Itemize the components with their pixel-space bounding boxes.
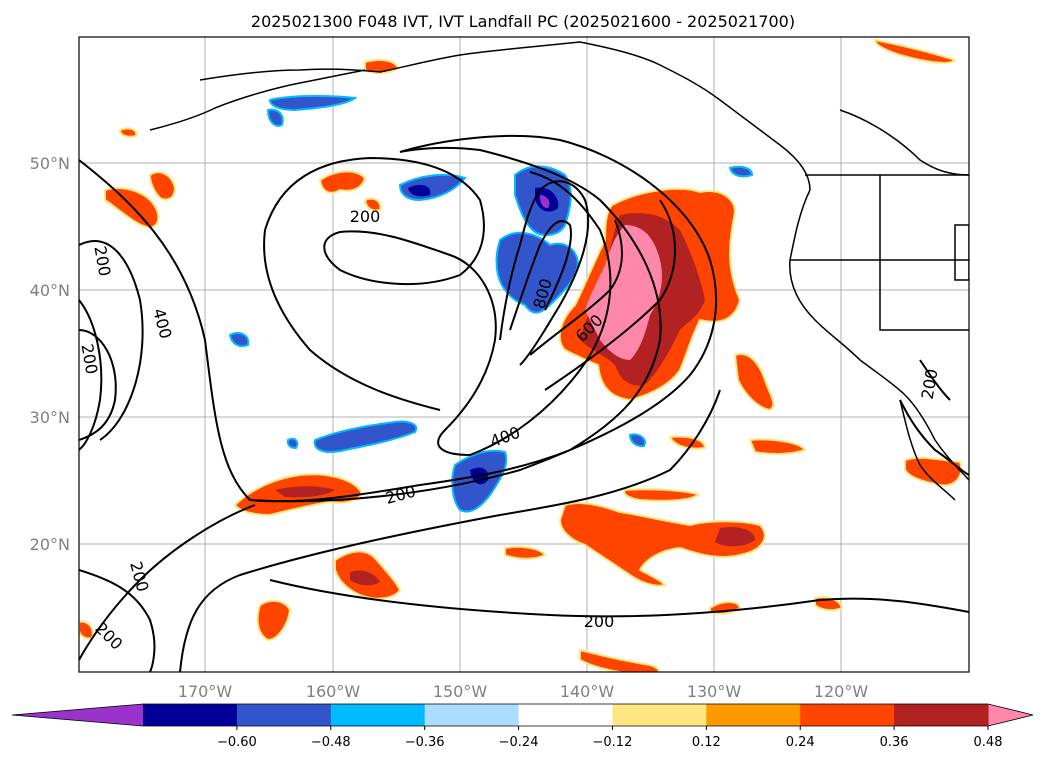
lon-tick-label: 130°W	[687, 682, 742, 701]
colorbar-segment	[800, 704, 895, 726]
lat-tick-label: 50°N	[30, 154, 70, 173]
colorbar-tick-label: −0.60	[217, 735, 257, 750]
map-frame	[78, 36, 970, 673]
colorbar-segment	[612, 704, 707, 726]
colorbar-tick-label: 0.36	[880, 735, 909, 750]
colorbar-segment	[518, 704, 613, 726]
colorbar-segment	[424, 704, 520, 726]
lat-tick-label: 30°N	[30, 408, 70, 427]
coastlines	[149, 41, 969, 501]
gridlines	[79, 37, 969, 672]
colorbar-tick-label: −0.24	[499, 735, 539, 750]
lon-tick-label: 120°W	[814, 682, 869, 701]
colorbar-segment	[894, 704, 989, 726]
longitude-axis: 170°W 160°W 150°W 140°W 130°W 120°W	[178, 682, 869, 701]
colorbar-extend-low	[12, 704, 143, 726]
lat-tick-label: 20°N	[30, 535, 70, 554]
colorbar-tick-label: 0.12	[692, 735, 721, 750]
lon-tick-label: 160°W	[306, 682, 361, 701]
lat-tick-label: 40°N	[30, 281, 70, 300]
latitude-axis: 50°N 40°N 30°N 20°N	[30, 154, 70, 554]
colorbar-segment	[236, 704, 332, 726]
colorbar-segment	[143, 704, 238, 726]
contour-label: 200	[350, 207, 381, 226]
colorbar-tick-label: −0.36	[405, 735, 445, 750]
colorbar-segment	[330, 704, 426, 726]
contour-label: 200	[584, 612, 615, 631]
map-area	[79, 37, 969, 672]
colorbar-tick-label: −0.48	[311, 735, 351, 750]
lon-tick-label: 170°W	[178, 682, 233, 701]
map-content	[79, 37, 969, 672]
colorbar-tick-label: 0.48	[974, 735, 1003, 750]
lon-tick-label: 140°W	[560, 682, 615, 701]
lon-tick-label: 150°W	[433, 682, 488, 701]
colorbar-tick-label: 0.24	[786, 735, 815, 750]
figure-title: 2025021300 F048 IVT, IVT Landfall PC (20…	[251, 12, 795, 31]
colorbar: −0.60 −0.48 −0.36 −0.24 −0.12 0.12 0.24 0.36 0.4…	[11, 703, 1034, 750]
colorbar-segment	[706, 704, 801, 726]
colorbar-extend-high	[988, 704, 1033, 726]
colorbar-outline	[11, 703, 1034, 727]
ivt-contours	[79, 134, 969, 672]
colorbar-tick-label: −0.12	[593, 735, 633, 750]
